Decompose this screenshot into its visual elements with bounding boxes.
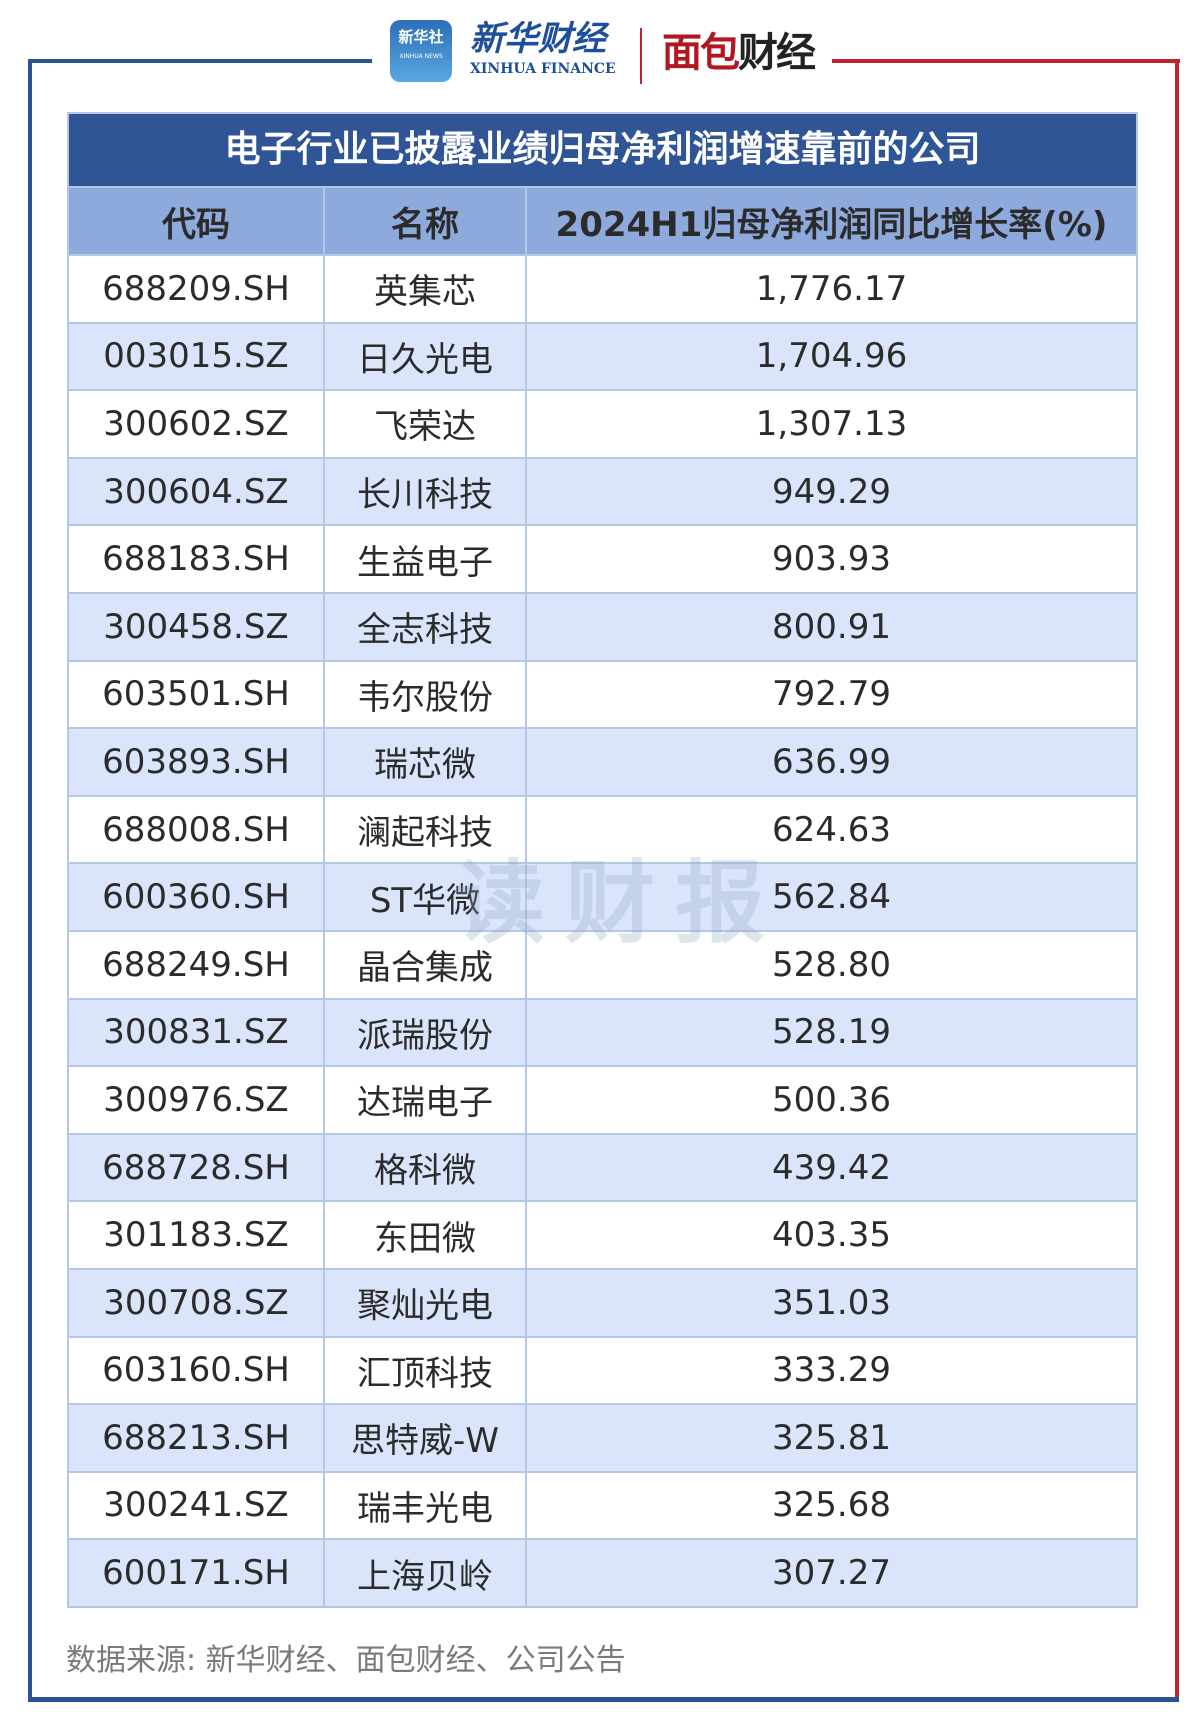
cell-name: 英集芯 [325,256,527,322]
cell-name: 长川科技 [325,458,527,525]
header-name: 名称 [325,188,527,254]
cell-growth: 325.81 [772,1417,891,1458]
frame-border-top-blue [28,59,372,63]
table-row: 300458.SZ 全志科技 800.91 [69,591,1136,660]
cell-code: 688213.SH [69,1405,325,1471]
cell-name: 日久光电 [325,323,527,390]
table-row: 300831.SZ 派瑞股份 528.19 [69,997,1136,1066]
table-row: 603893.SH 瑞芯微 636.99 [69,727,1136,795]
cell-code: 688209.SH [69,256,325,322]
cell-code: 600171.SH [69,1540,325,1606]
cell-code: 603501.SH [69,661,325,728]
logo-divider [640,28,642,84]
cell-growth: 949.29 [772,471,891,512]
cell-growth: 528.80 [772,944,891,985]
table-row: 003015.SZ 日久光电 1,704.96 [69,321,1136,390]
cell-growth: 1,307.13 [755,403,908,444]
cell-code: 688728.SH [69,1134,325,1201]
cell-code: 300602.SZ [69,391,325,457]
table-row: 688183.SH 生益电子 903.93 [69,524,1136,592]
cell-name: 思特威-W [325,1405,527,1471]
source-note: 数据来源: 新华财经、面包财经、公司公告 [66,1643,626,1678]
frame-border-bottom [28,1697,1179,1702]
cell-growth: 1,776.17 [755,268,908,309]
cell-name: 飞荣达 [325,391,527,457]
cell-growth: 325.68 [772,1485,891,1526]
table-row: 600171.SH 上海贝岭 307.27 [69,1538,1136,1606]
cell-name: 格科微 [325,1134,527,1201]
table-row: 300241.SZ 瑞丰光电 325.68 [69,1470,1136,1539]
table-row: 688213.SH 思特威-W 325.81 [69,1403,1136,1471]
table-row: 688728.SH 格科微 439.42 [69,1132,1136,1201]
cell-growth: 562.84 [772,877,891,918]
cell-name: 东田微 [325,1202,527,1268]
frame-border-right [1175,59,1179,1701]
cell-growth: 500.36 [772,1079,891,1120]
cell-growth: 624.63 [772,809,891,850]
cell-growth: 307.27 [772,1553,891,1594]
cell-code: 300976.SZ [69,1067,325,1133]
table-row: 688249.SH 晶合集成 528.80 [69,929,1136,998]
cell-code: 688183.SH [69,526,325,592]
table-row: 300602.SZ 飞荣达 1,307.13 [69,389,1136,457]
table-row: 688209.SH 英集芯 1,776.17 [69,254,1136,322]
cell-growth: 439.42 [772,1147,891,1188]
xinhua-news-logo: 新华社 XINHUA NEWS [390,20,452,82]
cell-name: ST华微 [325,864,527,930]
cell-name: 瑞丰光电 [325,1472,527,1539]
cell-code: 300708.SZ [69,1269,325,1336]
cell-growth: 800.91 [772,606,891,647]
xinhua-finance-logo: 新华财经 XINHUA FINANCE [470,19,616,77]
cell-code: 003015.SZ [69,323,325,390]
cell-name: 瑞芯微 [325,729,527,795]
cell-growth: 351.03 [772,1282,891,1323]
cell-name: 全志科技 [325,593,527,660]
cell-code: 301183.SZ [69,1202,325,1268]
table-row: 301183.SZ 东田微 403.35 [69,1200,1136,1268]
cell-name: 聚灿光电 [325,1269,527,1336]
cell-growth: 792.79 [772,674,891,715]
cell-name: 汇顶科技 [325,1337,527,1404]
cell-code: 300831.SZ [69,999,325,1066]
frame-border-top-red [832,59,1180,63]
cell-name: 生益电子 [325,526,527,592]
cell-growth: 1,704.96 [755,336,908,377]
table-header-row: 代码 名称 2024H1归母净利润同比增长率(%) [69,186,1136,254]
cell-growth: 528.19 [772,1012,891,1053]
cell-code: 300241.SZ [69,1472,325,1539]
cell-code: 688249.SH [69,931,325,998]
header-growth: 2024H1归母净利润同比增长率(%) [555,204,1108,245]
cell-name: 达瑞电子 [325,1067,527,1133]
cell-code: 603893.SH [69,729,325,795]
table-title: 电子行业已披露业绩归母净利润增速靠前的公司 [69,114,1136,186]
table-row: 603501.SH 韦尔股份 792.79 [69,659,1136,728]
frame-border-left [28,59,32,1701]
cell-name: 派瑞股份 [325,999,527,1066]
cell-code: 603160.SH [69,1337,325,1404]
cell-name: 韦尔股份 [325,661,527,728]
cell-name: 澜起科技 [325,796,527,863]
cell-name: 上海贝岭 [325,1540,527,1606]
table-row: 300604.SZ 长川科技 949.29 [69,456,1136,525]
cell-growth: 903.93 [772,539,891,580]
table-row: 300708.SZ 聚灿光电 351.03 [69,1267,1136,1336]
data-table: 电子行业已披露业绩归母净利润增速靠前的公司 代码 名称 2024H1归母净利润同… [67,112,1138,1608]
cell-growth: 403.35 [772,1215,891,1256]
table-row: 300976.SZ 达瑞电子 500.36 [69,1065,1136,1133]
cell-code: 300604.SZ [69,458,325,525]
cell-growth: 333.29 [772,1350,891,1391]
table-row: 603160.SH 汇顶科技 333.29 [69,1335,1136,1404]
cell-name: 晶合集成 [325,931,527,998]
mianbao-finance-logo: 面包财经 [662,30,816,76]
cell-code: 600360.SH [69,864,325,930]
cell-code: 300458.SZ [69,593,325,660]
cell-growth: 636.99 [772,741,891,782]
cell-code: 688008.SH [69,796,325,863]
table-row: 600360.SH ST华微 562.84 [69,862,1136,930]
table-row: 688008.SH 澜起科技 624.63 [69,794,1136,863]
header-code: 代码 [69,188,325,254]
